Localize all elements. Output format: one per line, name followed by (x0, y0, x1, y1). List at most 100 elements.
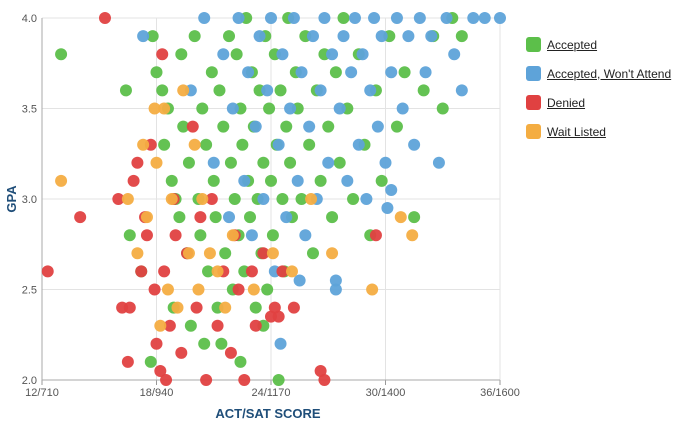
data-point (455, 30, 468, 43)
data-point (202, 265, 215, 278)
legend-swatch-wait-listed (526, 124, 541, 139)
data-point (366, 283, 379, 296)
data-point (249, 120, 262, 133)
data-point (150, 156, 163, 169)
data-point (274, 84, 287, 97)
data-point (314, 364, 327, 377)
data-point (356, 48, 369, 61)
data-point (219, 301, 232, 314)
data-point (156, 84, 169, 97)
data-point (322, 156, 335, 169)
data-point (318, 374, 331, 386)
data-point (478, 12, 491, 24)
data-point (276, 193, 289, 205)
data-point (215, 337, 228, 350)
data-point (186, 120, 199, 133)
data-point (299, 229, 312, 242)
data-point (345, 66, 358, 79)
data-point (236, 138, 249, 151)
data-point (158, 265, 171, 278)
data-point (368, 12, 381, 24)
data-point (188, 138, 201, 151)
data-point (371, 120, 384, 133)
data-point (217, 48, 230, 61)
legend-item-wait-listed[interactable]: Wait Listed (526, 117, 671, 146)
y-tick-label: 3.5 (22, 104, 37, 116)
data-point (232, 12, 245, 24)
data-point (165, 193, 178, 205)
data-point (131, 247, 144, 260)
data-point (347, 193, 360, 205)
legend-item-accepted-wont-attend[interactable]: Accepted, Won't Attend (526, 59, 671, 88)
x-tick-label: 36/1600 (480, 387, 520, 399)
data-point (432, 156, 445, 169)
data-point (455, 84, 468, 97)
data-point (276, 265, 289, 278)
legend: Accepted Accepted, Won't Attend Denied W… (526, 30, 671, 146)
data-point (394, 211, 407, 224)
legend-swatch-denied (526, 95, 541, 110)
series-2 (41, 12, 382, 386)
data-point (293, 274, 306, 287)
data-point (295, 193, 308, 205)
legend-label-wait-listed: Wait Listed (547, 124, 606, 139)
data-point (74, 211, 87, 224)
legend-label-denied: Denied (547, 95, 586, 110)
data-point (396, 102, 409, 115)
data-point (224, 156, 237, 169)
data-point (154, 319, 167, 332)
data-point (245, 229, 258, 242)
data-point (291, 174, 304, 187)
data-point (223, 211, 236, 224)
data-point (369, 229, 382, 242)
data-point (329, 283, 342, 296)
data-point (198, 337, 211, 350)
data-point (326, 48, 339, 61)
data-point (244, 211, 257, 224)
data-point (341, 174, 354, 187)
data-point (112, 193, 125, 205)
data-point (211, 319, 224, 332)
data-point (194, 211, 207, 224)
data-point (228, 193, 241, 205)
data-point (348, 12, 361, 24)
data-point (169, 229, 182, 242)
tick-labels: 2.0 2.5 3.0 3.5 4.0 12/710 18/940 24/1170 30/140… (22, 13, 520, 399)
legend-item-denied[interactable]: Denied (526, 88, 671, 117)
data-point (160, 374, 173, 386)
data-point (190, 301, 203, 314)
data-point (337, 30, 350, 43)
data-point (448, 48, 461, 61)
data-point (226, 229, 239, 242)
data-point (306, 30, 319, 43)
data-point (226, 102, 239, 115)
data-point (280, 211, 293, 224)
data-point (238, 174, 251, 187)
data-point (175, 48, 188, 61)
data-point (417, 84, 430, 97)
data-point (123, 229, 136, 242)
data-point (198, 12, 211, 24)
data-point (158, 138, 171, 151)
data-point (245, 265, 258, 278)
data-point (242, 66, 255, 79)
data-point (232, 283, 245, 296)
x-tick-label: 30/1400 (366, 387, 406, 399)
data-point (150, 66, 163, 79)
data-point (144, 355, 157, 368)
data-point (156, 48, 169, 61)
legend-item-accepted[interactable]: Accepted (526, 30, 671, 59)
data-point (196, 193, 209, 205)
data-point (127, 174, 140, 187)
data-point (137, 30, 150, 43)
data-point (274, 337, 287, 350)
y-tick-label: 4.0 (22, 13, 37, 25)
data-point (265, 12, 277, 24)
x-axis-title: ACT/SAT SCORE (215, 406, 321, 421)
data-point (188, 30, 201, 43)
data-point (303, 138, 316, 151)
series-1 (137, 12, 506, 350)
data-point (200, 374, 213, 386)
y-tick-label: 2.0 (22, 375, 37, 387)
data-point (234, 355, 247, 368)
